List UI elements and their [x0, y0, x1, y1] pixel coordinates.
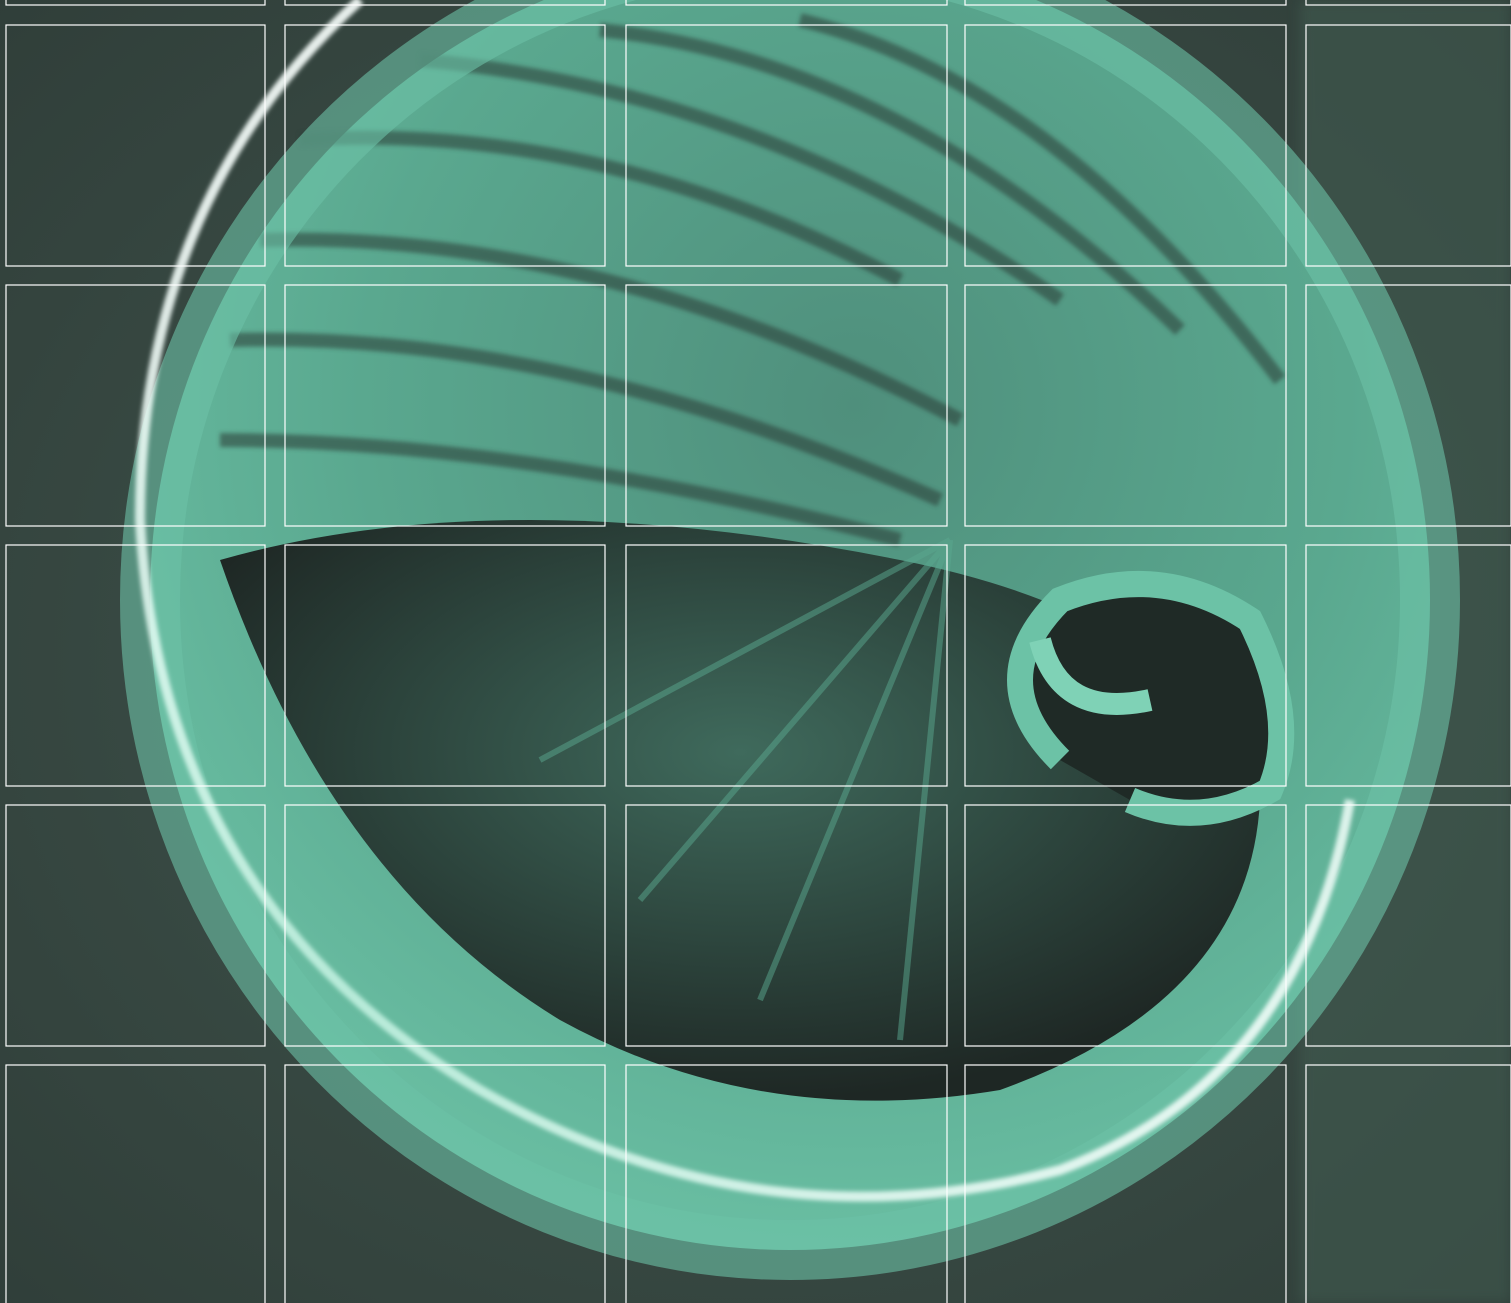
ridge [299, 130, 904, 287]
image-tile[interactable] [625, 544, 948, 787]
image-tile[interactable] [5, 284, 266, 527]
image-tile[interactable] [625, 804, 948, 1047]
image-tile[interactable] [964, 1064, 1287, 1303]
image-tile[interactable] [964, 544, 1287, 787]
shell-cavity [220, 520, 1260, 1101]
image-tile[interactable] [284, 284, 606, 527]
tile-grid [5, 0, 1511, 1303]
image-tile[interactable] [1305, 0, 1511, 6]
image-tile[interactable] [5, 544, 266, 787]
cavity-lines [538, 537, 953, 1041]
image-tile[interactable] [964, 24, 1287, 267]
image-tile[interactable] [1305, 284, 1511, 527]
image-tile[interactable] [5, 1064, 266, 1303]
image-tile[interactable] [5, 0, 266, 6]
spiral-core [1029, 637, 1153, 715]
image-tile[interactable] [1305, 24, 1511, 267]
image-tile[interactable] [284, 24, 606, 267]
image-tile[interactable] [284, 544, 606, 787]
image-tile[interactable] [625, 1064, 948, 1303]
cavity-line [538, 537, 952, 763]
ridge [798, 13, 1286, 385]
image-tile[interactable] [284, 0, 606, 6]
ridge [419, 53, 1065, 306]
ridge [219, 433, 902, 547]
image-tile[interactable] [964, 284, 1287, 527]
image-tile[interactable] [964, 804, 1287, 1047]
image-tile[interactable] [5, 24, 266, 267]
image-tile[interactable] [625, 0, 948, 6]
image-tile[interactable] [284, 1064, 606, 1303]
image-tile[interactable] [625, 284, 948, 527]
cavity-line [757, 538, 953, 1002]
image-tile[interactable] [1305, 544, 1511, 787]
image-tile[interactable] [964, 0, 1287, 6]
cavity-line [637, 538, 953, 902]
ridge [229, 332, 943, 507]
image-tile[interactable] [5, 804, 266, 1047]
rim-highlight [134, 0, 1355, 1202]
ridge [599, 23, 1185, 336]
image-tile[interactable] [1305, 1064, 1511, 1303]
image-tile[interactable] [284, 804, 606, 1047]
image-tile[interactable] [625, 24, 948, 267]
image-tile[interactable] [1305, 804, 1511, 1047]
shell-ridges [219, 13, 1286, 547]
cavity-line [897, 539, 953, 1041]
ridge [259, 232, 964, 427]
